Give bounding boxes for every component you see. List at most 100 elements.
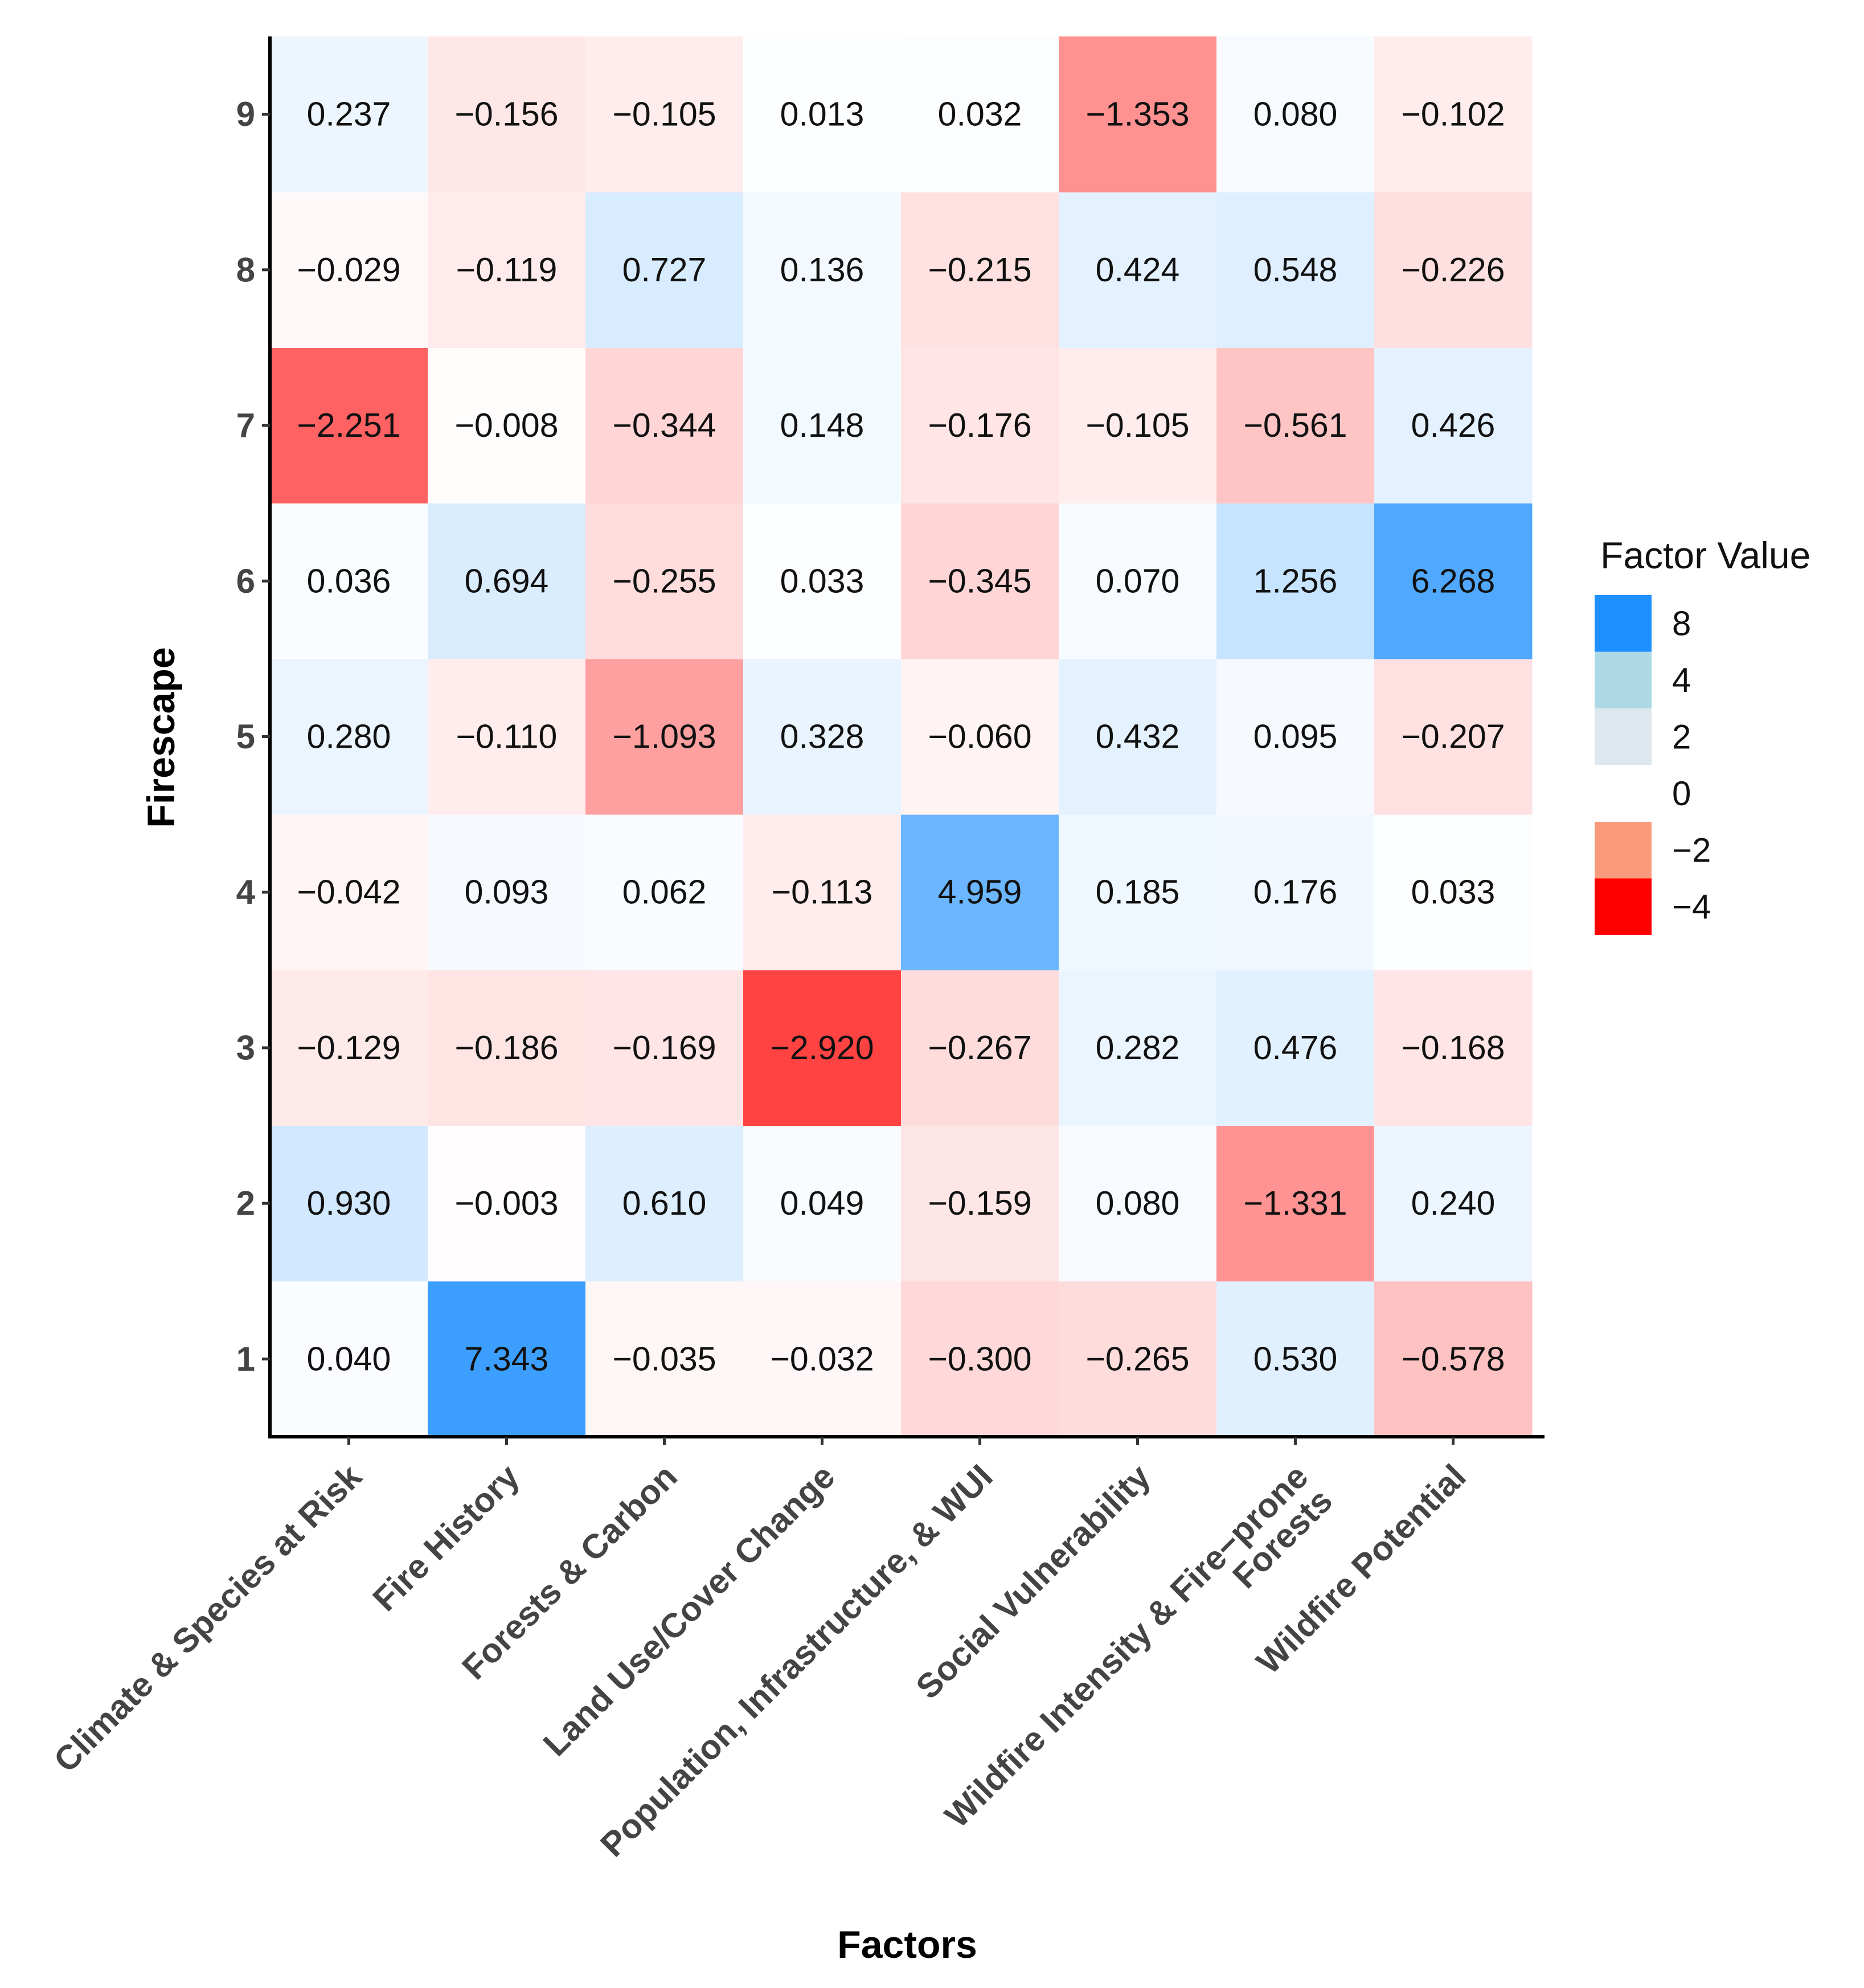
cell-value-label: −0.215 xyxy=(928,251,1031,289)
cell-value-label: −0.008 xyxy=(454,407,558,444)
cell-value-label: 0.080 xyxy=(1096,1184,1180,1222)
legend-key xyxy=(1595,822,1652,879)
heatmap-cell xyxy=(428,192,586,348)
legend-label: −2 xyxy=(1672,831,1711,869)
heatmap-cells xyxy=(270,36,1533,1437)
heatmap-cell xyxy=(1059,814,1217,970)
cell-value-label: 0.093 xyxy=(465,874,549,911)
legend-label: 4 xyxy=(1672,661,1691,699)
heatmap-cell xyxy=(1374,814,1533,970)
heatmap-cell xyxy=(1374,1125,1533,1282)
cell-value-label: 0.095 xyxy=(1253,718,1338,756)
heatmap-cell xyxy=(428,36,586,192)
legend-key xyxy=(1595,765,1652,822)
cell-value-label: −0.113 xyxy=(772,874,873,911)
cell-value-label: 0.237 xyxy=(307,96,391,133)
cell-value-label: −0.578 xyxy=(1401,1340,1505,1378)
heatmap-cell xyxy=(743,36,902,192)
cell-value-label: −0.265 xyxy=(1085,1340,1189,1378)
cell-value-label: −0.029 xyxy=(297,251,400,289)
heatmap-cell xyxy=(1216,503,1375,659)
legend-label: −4 xyxy=(1672,888,1711,926)
cell-value-label: −0.300 xyxy=(928,1340,1031,1378)
cell-value-label: 0.476 xyxy=(1253,1029,1338,1067)
cell-value-label: 0.033 xyxy=(1411,874,1496,911)
cell-value-label: 0.013 xyxy=(780,96,865,133)
heatmap-cell xyxy=(1059,658,1217,815)
cell-value-label: 0.176 xyxy=(1253,874,1338,911)
cell-value-label: 0.148 xyxy=(780,407,865,444)
cell-value-label: −0.032 xyxy=(770,1340,874,1378)
x-axis-title: Factors xyxy=(837,1923,977,1966)
y-axis-title: Firescape xyxy=(140,647,183,828)
heatmap-cell xyxy=(1216,1125,1375,1282)
cell-value-label: 0.432 xyxy=(1096,718,1180,756)
legend: Factor Value 8 4 2 0 −2 −4 xyxy=(1595,534,1810,935)
cell-value-label: 6.268 xyxy=(1411,562,1496,600)
cell-value-label: −0.169 xyxy=(612,1029,716,1067)
heatmap-cell xyxy=(585,503,744,659)
cell-value-label: 0.240 xyxy=(1411,1184,1496,1222)
cell-value-label: 0.032 xyxy=(938,96,1022,133)
heatmap-cell xyxy=(901,192,1059,348)
heatmap-cell xyxy=(1059,1125,1217,1282)
heatmap-cell xyxy=(743,1281,902,1437)
heatmap-cell xyxy=(1059,970,1217,1126)
heatmap-cell xyxy=(1059,347,1217,504)
heatmap-cell xyxy=(1374,503,1533,659)
cell-value-label: −0.105 xyxy=(1085,407,1189,444)
cell-value-label: 0.282 xyxy=(1096,1029,1180,1067)
cell-value-label: 0.727 xyxy=(622,251,707,289)
x-tick-label: Fire History xyxy=(366,1457,527,1618)
heatmap-cell xyxy=(743,814,902,970)
cell-value-label: 0.036 xyxy=(307,562,391,600)
heatmap-cell xyxy=(270,1281,428,1437)
cell-value-label: 1.256 xyxy=(1253,562,1338,600)
heatmap-cell xyxy=(901,36,1059,192)
cell-value-label: −1.093 xyxy=(612,718,716,756)
cell-value-label: 7.343 xyxy=(465,1340,549,1378)
heatmap-cell xyxy=(743,658,902,815)
heatmap-cell xyxy=(585,36,744,192)
cell-value-label: 0.280 xyxy=(307,718,391,756)
cell-value-label: −0.267 xyxy=(928,1029,1031,1067)
cell-value-label: −2.251 xyxy=(297,407,400,444)
heatmap-cell xyxy=(1216,658,1375,815)
heatmap-cell xyxy=(585,1125,744,1282)
y-tick-label: 5 xyxy=(236,718,255,756)
heatmap-cell xyxy=(743,192,902,348)
heatmap-cell xyxy=(428,1281,586,1437)
cell-value-label: 0.426 xyxy=(1411,407,1496,444)
cell-value-label: −0.345 xyxy=(928,562,1031,600)
cell-value-label: −2.920 xyxy=(770,1029,874,1067)
cell-value-label: −0.102 xyxy=(1401,96,1505,133)
heatmap-cell xyxy=(901,970,1059,1126)
heatmap-cell xyxy=(428,347,586,504)
heatmap-cell xyxy=(901,503,1059,659)
cell-value-label: 0.080 xyxy=(1253,96,1338,133)
heatmap-cell xyxy=(428,1125,586,1282)
cell-value-label: 0.424 xyxy=(1096,251,1180,289)
legend-title: Factor Value xyxy=(1600,534,1810,576)
heatmap-cell xyxy=(585,1281,744,1437)
heatmap-cell xyxy=(1374,36,1533,192)
cell-value-label: −0.042 xyxy=(297,874,400,911)
y-tick-label: 4 xyxy=(236,873,256,911)
heatmap-cell xyxy=(1059,192,1217,348)
cell-value-label: −0.105 xyxy=(612,96,716,133)
cell-value-label: −1.353 xyxy=(1085,96,1189,133)
cell-value-label: −0.035 xyxy=(612,1340,716,1378)
y-tick-label: 6 xyxy=(236,562,255,600)
cell-value-label: 0.136 xyxy=(780,251,865,289)
cell-value-label: −0.176 xyxy=(928,407,1031,444)
heatmap-cell xyxy=(585,192,744,348)
y-tick-label: 1 xyxy=(236,1340,255,1378)
heatmap-cell xyxy=(270,814,428,970)
cell-value-label: −1.331 xyxy=(1243,1184,1347,1222)
cell-value-label: −0.186 xyxy=(454,1029,558,1067)
cell-value-label: 0.062 xyxy=(622,874,707,911)
heatmap-cell xyxy=(270,970,428,1126)
heatmap-cell xyxy=(585,970,744,1126)
heatmap-cell xyxy=(1216,192,1375,348)
